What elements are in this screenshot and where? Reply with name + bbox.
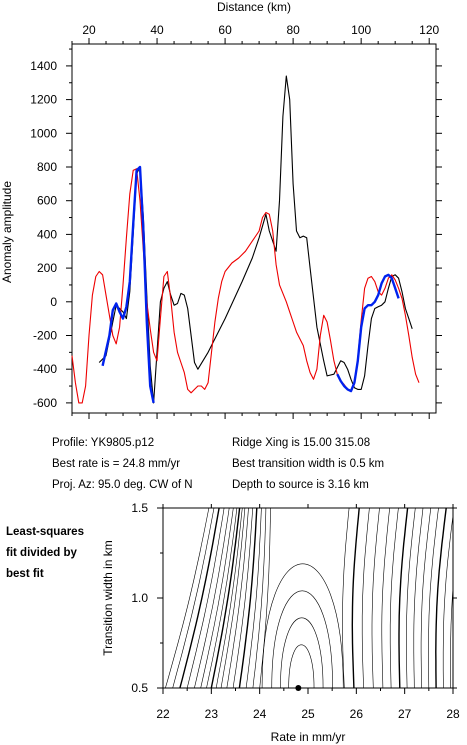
- best-fit-point-layer: [295, 685, 302, 691]
- contour-arch: [271, 590, 333, 688]
- contour-line-left: [245, 508, 262, 688]
- top-x-tick-label: 60: [218, 23, 232, 37]
- bottom-x-ticks: 22 23 24 25 26 27 28: [156, 504, 460, 721]
- bottom-y-axis-label: Transition width in km: [101, 540, 115, 656]
- bottom-x-tick-label: 22: [156, 707, 170, 721]
- contour-line-right: [398, 508, 409, 688]
- top-x-tick-label: 100: [351, 23, 371, 37]
- info-depth: Depth to source is 3.16 km: [232, 479, 369, 491]
- top-y-tick-label: 800: [37, 160, 57, 174]
- contour-line-left: [232, 508, 253, 688]
- best-fit-point: [295, 685, 302, 691]
- info-best-rate: Best rate is = 24.8 mm/yr: [52, 458, 181, 470]
- contour-line-left: [252, 508, 267, 688]
- top-x-tick-label: 120: [419, 23, 439, 37]
- fitted-segment-left: [101, 165, 155, 404]
- contour-line-left: [179, 508, 220, 688]
- top-y-ticks: -600 -400 -200 0 200 400 600 800 1000 1200 1400: [30, 48, 442, 410]
- contour-line-left: [210, 508, 241, 688]
- contour-line-right: [361, 508, 370, 688]
- contour-line-left: [165, 508, 210, 688]
- info-proj-az: Proj. Az: 95.0 deg. CW of N: [52, 479, 193, 491]
- observed-profile-line: [98, 75, 413, 404]
- contour-line-right: [428, 508, 439, 688]
- top-y-tick-label: -400: [33, 362, 57, 376]
- top-y-tick-label: 200: [37, 261, 57, 275]
- contour-line-right: [420, 508, 432, 688]
- contour-line-right: [371, 508, 380, 688]
- top-x-tick-label: 20: [82, 23, 96, 37]
- contour-arch: [288, 644, 315, 688]
- side-note-line-1: Least-squares: [6, 526, 84, 538]
- contour-line-right: [389, 508, 399, 688]
- contour-line-right: [435, 508, 447, 688]
- top-x-tick-label: 80: [286, 23, 300, 37]
- fitted-segment-right: [336, 273, 400, 393]
- top-x-tick-label: 40: [150, 23, 164, 37]
- contour-line-right: [406, 508, 416, 688]
- top-y-tick-label: -200: [33, 328, 57, 342]
- contour-line-left: [226, 508, 249, 688]
- contour-line-left: [259, 508, 271, 688]
- contour-arch: [261, 563, 344, 688]
- info-ridge-xing: Ridge Xing is 15.00 315.08: [232, 437, 371, 449]
- top-y-tick-label: 1000: [30, 126, 57, 140]
- bottom-x-tick-label: 27: [398, 707, 412, 721]
- contour-line-right: [351, 508, 360, 688]
- contour-line-right: [381, 508, 390, 688]
- contour-lines: [165, 508, 453, 688]
- contour-line-left: [194, 508, 230, 688]
- model-profile-line: [71, 168, 420, 404]
- contour-line-right: [413, 508, 424, 688]
- bottom-x-axis-label: Rate in mm/yr: [271, 730, 346, 744]
- contour-line-left: [206, 508, 238, 688]
- bottom-y-tick-label: 1.5: [131, 501, 148, 515]
- bottom-y-ticks: 0.5 1.0 1.5: [131, 501, 457, 695]
- top-x-ticks: 20 40 60 80 100 120: [71, 23, 440, 419]
- bottom-x-tick-label: 24: [253, 707, 267, 721]
- side-note: Least-squares fit divided by best fit: [6, 522, 84, 585]
- misfit-contours: [165, 508, 453, 688]
- bottom-x-tick-label: 26: [350, 707, 364, 721]
- top-y-axis-label: Anomaly amplitude: [0, 181, 14, 283]
- info-profile: Profile: YK9805.p12: [52, 437, 155, 449]
- contour-line-right: [450, 583, 453, 688]
- top-y-tick-label: 400: [37, 227, 57, 241]
- top-x-axis-label: Distance (km): [217, 0, 291, 14]
- contour-line-left: [220, 508, 246, 688]
- top-y-tick-label: 600: [37, 194, 57, 208]
- contour-arch: [280, 617, 324, 688]
- contour-line-left: [172, 508, 215, 688]
- top-y-tick-label: 1200: [30, 93, 57, 107]
- contour-line-right: [342, 508, 350, 688]
- top-y-tick-label: 1400: [30, 59, 57, 73]
- bottom-y-tick-label: 0.5: [131, 681, 148, 695]
- top-plot-frame: [71, 43, 437, 414]
- contour-line-right: [442, 513, 453, 688]
- top-series-lines: [71, 75, 420, 404]
- contour-line-left: [215, 508, 243, 688]
- bottom-x-tick-label: 28: [446, 707, 460, 721]
- anomaly-profile-panel: Distance (km) Anomaly amplitude 20 40 60 80…: [0, 0, 442, 419]
- top-y-tick-label: 0: [50, 295, 57, 309]
- misfit-contour-panel: Rate in mm/yr Transition width in km 22 2…: [101, 501, 460, 744]
- side-note-line-2: fit divided by: [6, 547, 77, 559]
- side-note-line-3: best fit: [6, 568, 44, 580]
- top-y-tick-label: -600: [33, 396, 57, 410]
- bottom-x-tick-label: 25: [301, 707, 315, 721]
- info-best-width: Best transition width is 0.5 km: [232, 458, 385, 470]
- contour-line-left: [200, 508, 234, 688]
- bottom-x-tick-label: 23: [205, 707, 219, 721]
- contour-line-left: [238, 508, 258, 688]
- contour-line-left: [186, 508, 225, 688]
- bottom-y-tick-label: 1.0: [131, 591, 148, 605]
